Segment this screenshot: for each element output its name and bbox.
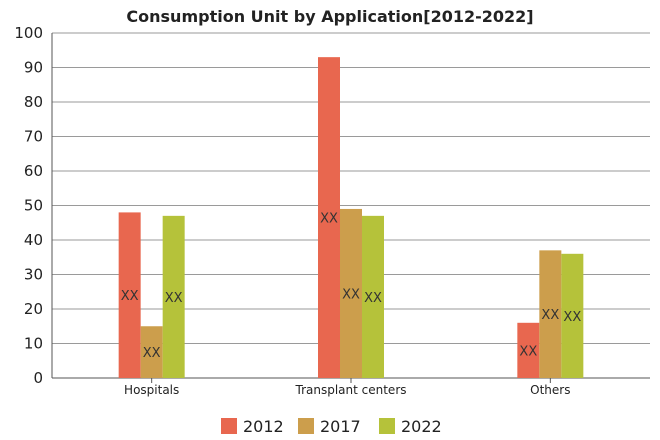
bar bbox=[162, 215, 185, 378]
legend-swatch bbox=[221, 418, 237, 434]
x-axis-ticks: Hospitals Transplant centers Others bbox=[124, 378, 570, 397]
bar bbox=[561, 253, 584, 378]
legend-swatch bbox=[298, 418, 314, 434]
y-tick-label: 100 bbox=[14, 24, 43, 42]
y-tick-label: 20 bbox=[24, 300, 43, 318]
y-tick-label: 80 bbox=[24, 93, 43, 111]
x-tick-label: Transplant centers bbox=[295, 383, 407, 397]
data-label: XX bbox=[364, 291, 382, 306]
bar bbox=[118, 212, 141, 378]
data-label: XX bbox=[121, 289, 139, 304]
legend: 2012 2017 2022 bbox=[221, 417, 442, 436]
y-tick-label: 50 bbox=[24, 197, 43, 215]
y-tick-label: 90 bbox=[24, 59, 43, 77]
bar bbox=[340, 208, 362, 378]
x-tick-label: Others bbox=[530, 383, 570, 397]
x-tick-label: Hospitals bbox=[124, 383, 179, 397]
data-label: XX bbox=[541, 308, 559, 323]
y-tick-label: 0 bbox=[33, 369, 43, 387]
bar bbox=[517, 322, 540, 378]
legend-label: 2022 bbox=[401, 417, 442, 436]
legend-label: 2012 bbox=[243, 417, 284, 436]
bar bbox=[539, 250, 562, 378]
data-label: XX bbox=[342, 287, 360, 302]
data-label: XX bbox=[143, 346, 161, 361]
bar bbox=[318, 57, 340, 379]
bars: XX XX XX XX XX XX XX XX XX bbox=[118, 57, 584, 379]
y-tick-label: 30 bbox=[24, 266, 43, 284]
legend-label: 2017 bbox=[320, 417, 361, 436]
y-tick-label: 10 bbox=[24, 335, 43, 353]
legend-swatch bbox=[379, 418, 395, 434]
data-label: XX bbox=[519, 344, 537, 359]
data-label: XX bbox=[563, 310, 581, 325]
bar bbox=[362, 215, 384, 378]
y-tick-label: 40 bbox=[24, 231, 43, 249]
data-label: XX bbox=[320, 212, 338, 227]
chart-title: Consumption Unit by Application[2012-202… bbox=[126, 7, 533, 26]
bar bbox=[140, 326, 163, 378]
data-label: XX bbox=[165, 291, 183, 306]
y-axis-ticks: 0 10 20 30 40 50 60 70 80 90 100 bbox=[14, 24, 43, 387]
y-tick-label: 70 bbox=[24, 128, 43, 146]
y-tick-label: 60 bbox=[24, 162, 43, 180]
